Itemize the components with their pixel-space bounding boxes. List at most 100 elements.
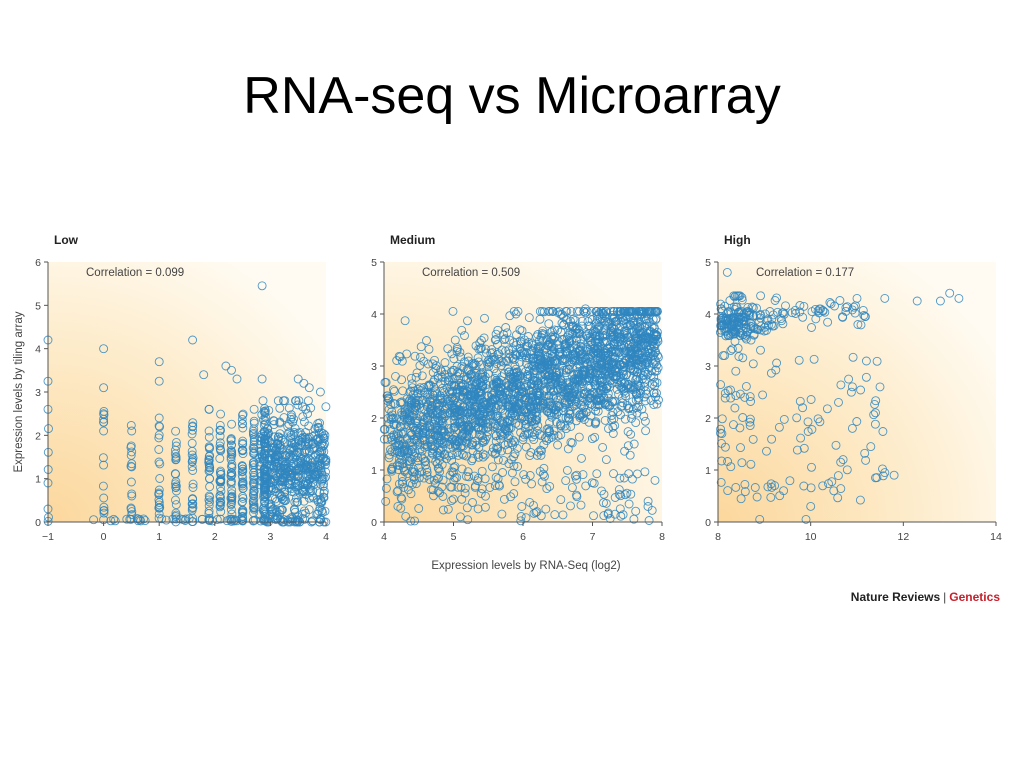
data-point [590, 432, 600, 442]
data-point [397, 408, 407, 417]
x-axis-label: Expression levels by RNA-Seq (log2) [431, 560, 620, 572]
data-point [745, 421, 755, 431]
data-point [492, 350, 502, 360]
data-point [126, 461, 136, 471]
data-point [624, 499, 634, 509]
data-point [410, 516, 420, 526]
data-point [154, 457, 164, 467]
data-point [604, 424, 613, 434]
data-point [204, 444, 214, 454]
data-point [421, 460, 431, 470]
data-point [237, 414, 247, 424]
data-point [98, 481, 108, 491]
data-point [518, 348, 527, 358]
data-point [301, 508, 310, 518]
data-point [482, 432, 492, 441]
data-point [598, 336, 608, 346]
data-point [556, 309, 566, 319]
data-point [255, 452, 265, 462]
data-point [390, 447, 400, 457]
data-point [803, 427, 813, 436]
data-point [99, 409, 109, 419]
data-point [585, 370, 595, 380]
data-point [267, 493, 277, 503]
data-point [581, 304, 590, 314]
data-point [272, 461, 282, 471]
data-point [301, 490, 311, 499]
credit-journal: Genetics [949, 590, 1000, 604]
data-point [300, 514, 309, 524]
data-point [626, 489, 636, 499]
data-point [434, 473, 444, 483]
data-point [580, 353, 590, 362]
data-point [637, 404, 647, 414]
data-point [446, 389, 456, 399]
data-point [277, 492, 286, 501]
data-point [384, 453, 394, 463]
data-point [521, 442, 531, 452]
data-point [500, 440, 510, 450]
data-point [580, 358, 590, 367]
data-point [407, 479, 417, 489]
data-point [880, 468, 890, 478]
data-point [509, 489, 519, 499]
data-point [490, 481, 500, 491]
x-tick-label: 5 [451, 531, 457, 543]
slide-title: RNA-seq vs Microarray [243, 67, 781, 125]
data-point [603, 509, 613, 519]
data-point [889, 470, 899, 480]
data-point [548, 306, 558, 316]
data-point [652, 330, 662, 340]
data-point [869, 410, 879, 420]
data-point [629, 514, 639, 524]
data-point [293, 463, 303, 473]
data-point [381, 496, 391, 506]
data-point [870, 419, 880, 429]
data-point [716, 477, 726, 487]
data-point [304, 383, 314, 393]
data-point [519, 470, 529, 480]
data-point [641, 426, 651, 436]
data-point [746, 397, 756, 406]
data-point [516, 339, 526, 349]
data-point [500, 334, 510, 344]
data-point [427, 401, 437, 411]
data-point [785, 476, 795, 486]
data-point [779, 486, 789, 496]
data-point [613, 315, 623, 325]
data-point [269, 416, 279, 426]
data-point [844, 374, 854, 384]
data-point [294, 396, 304, 406]
data-point [507, 468, 517, 478]
y-tick-label: 3 [35, 387, 41, 399]
data-point [469, 394, 479, 404]
data-point [497, 345, 507, 355]
data-point [620, 490, 630, 500]
data-point [610, 421, 620, 431]
data-point [272, 451, 282, 461]
data-point [752, 492, 762, 502]
data-point [859, 311, 869, 320]
data-point [293, 400, 303, 410]
data-point [856, 320, 866, 330]
data-point [555, 348, 565, 358]
data-point [126, 477, 136, 487]
data-point [774, 422, 784, 432]
data-point [736, 306, 746, 316]
data-point [654, 395, 663, 405]
data-point [308, 445, 318, 455]
data-point [834, 397, 843, 407]
data-point [576, 500, 586, 510]
data-point [806, 501, 816, 511]
data-point [531, 363, 541, 373]
data-point [557, 318, 567, 328]
data-point [460, 432, 470, 442]
data-point [257, 281, 267, 291]
data-point [430, 374, 440, 384]
data-point [468, 429, 478, 439]
data-point [562, 306, 572, 316]
data-point [542, 356, 552, 366]
data-point [320, 506, 330, 516]
